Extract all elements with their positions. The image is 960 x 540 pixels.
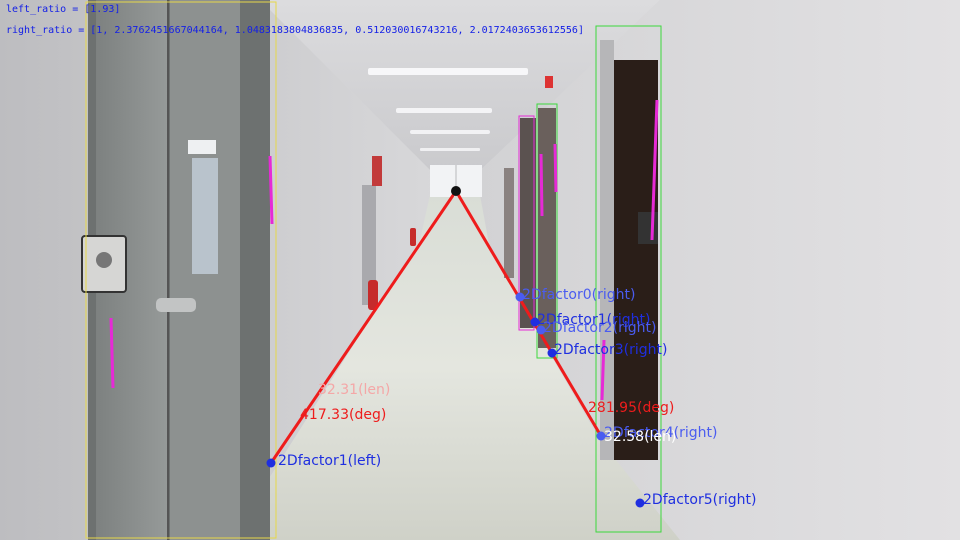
factor-label-right-2: 2Dfactor2(right) xyxy=(543,320,656,336)
right-angle-label: 281.95(deg) xyxy=(588,400,674,416)
factor-point-right-1 xyxy=(530,317,540,327)
fire-extinguisher xyxy=(410,228,416,246)
ceiling-light xyxy=(420,148,480,151)
left-angle-label: 417.33(deg) xyxy=(300,407,386,423)
factor-label-right-4: 2Dfactor4(right) xyxy=(604,425,717,441)
right-bounding-box xyxy=(518,115,535,331)
edge-line xyxy=(650,99,659,241)
ceiling-light xyxy=(396,108,492,113)
factor-label-left-1: 2Dfactor1(left) xyxy=(278,453,381,469)
right-ratio-readout: right_ratio = [1, 2.3762451667044164, 1.… xyxy=(6,25,584,36)
right-door-far xyxy=(520,118,536,328)
left-bounding-box xyxy=(85,1,277,539)
fire-alarm xyxy=(372,156,382,186)
factor-point-right-2 xyxy=(536,325,546,335)
fire-extinguisher xyxy=(368,280,378,310)
right-bounding-box xyxy=(536,103,558,359)
factor-label-right-3: 2Dfactor3(right) xyxy=(554,342,667,358)
keypad-right xyxy=(638,212,658,244)
edge-line xyxy=(600,339,606,401)
ceiling xyxy=(260,0,660,180)
factor-label-right-5: 2Dfactor5(right) xyxy=(643,492,756,508)
right-vanishing-line xyxy=(454,190,603,437)
factor-point-right-0 xyxy=(515,292,525,302)
door-sign xyxy=(192,158,218,274)
right-wall xyxy=(470,0,960,540)
factor-label-right-1: 2Dfactor1(right) xyxy=(537,312,650,328)
edge-line xyxy=(539,153,544,217)
left-vanishing-line xyxy=(269,190,458,464)
edge-line xyxy=(109,317,115,389)
ceiling-light xyxy=(368,68,528,75)
left-door-far xyxy=(362,185,376,305)
vanishing-point xyxy=(451,186,461,196)
factor-label-right-0: 2Dfactor0(right) xyxy=(522,287,635,303)
right-bounding-box xyxy=(595,25,662,533)
factor-point-left-1 xyxy=(266,458,276,468)
floor xyxy=(230,195,680,540)
factor-point-right-5 xyxy=(635,498,645,508)
right-length-label: 32.58(len) xyxy=(604,429,676,445)
left-ratio-readout: left_ratio = [1.93] xyxy=(6,4,121,15)
ceiling-light xyxy=(410,130,490,134)
factor-point-right-3 xyxy=(547,348,557,358)
door-handle xyxy=(156,298,196,312)
edge-line xyxy=(268,155,274,225)
door-plate xyxy=(188,140,216,154)
edge-line xyxy=(553,143,558,193)
factor-point-right-4 xyxy=(596,431,606,441)
right-door xyxy=(614,60,658,460)
left-length-label: 32.31(len) xyxy=(318,382,390,398)
